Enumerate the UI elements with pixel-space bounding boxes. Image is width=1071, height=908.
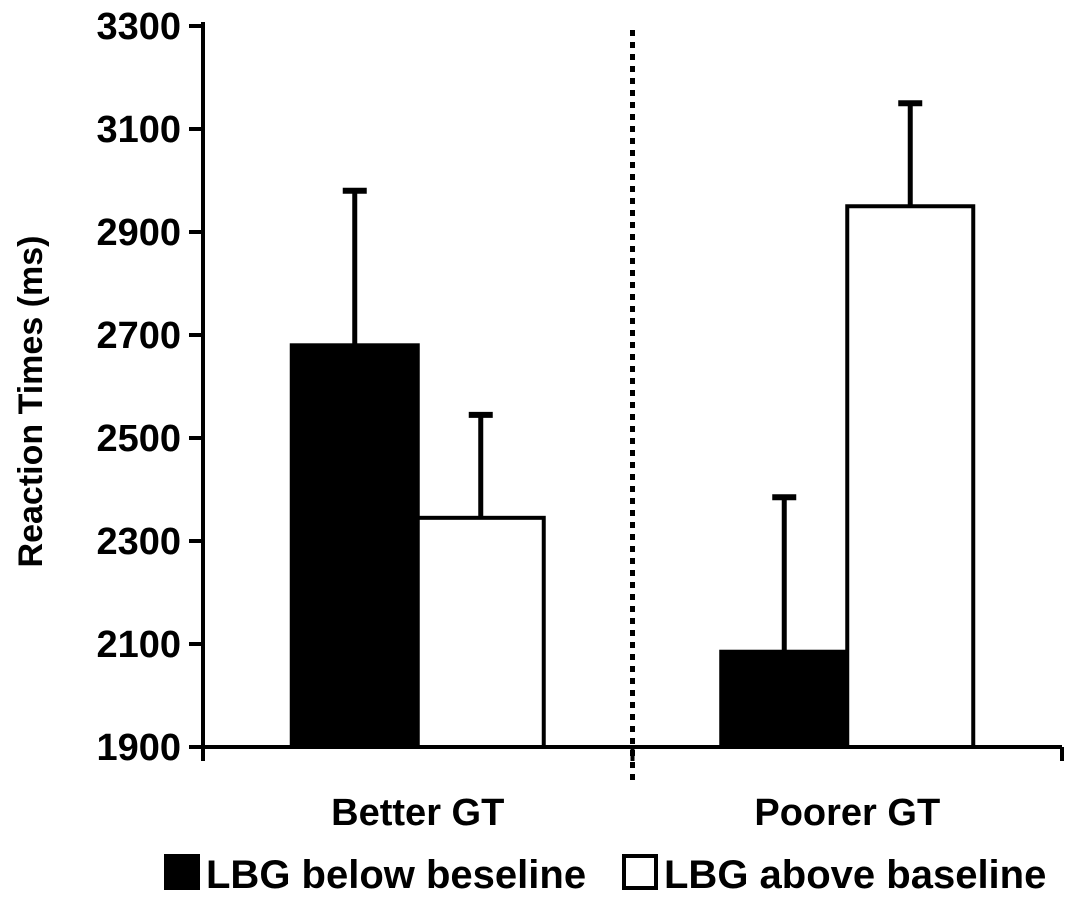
y-axis-title: Reaction Times (ms) [12, 236, 50, 568]
bar [289, 343, 420, 749]
bar [845, 204, 976, 749]
y-tick-label: 2300 [96, 521, 181, 563]
bar [415, 515, 546, 750]
y-ticks-layer: 1900 2100 2300 2500 2700 2900 3100 3300 [96, 6, 203, 769]
y-tick-label: 2900 [96, 212, 181, 254]
y-tick-label: 3100 [96, 109, 181, 151]
legend-label: LBG above baseline [664, 853, 1046, 897]
error-bars-layer [342, 100, 923, 652]
x-category-label: Poorer GT [754, 792, 940, 834]
x-ticks-layer: Better GT Poorer GT [201, 747, 1064, 834]
legend-label: LBG below beseline [206, 853, 586, 897]
legend: LBG below beseline LBG above baseline [164, 853, 1046, 897]
x-category-label: Better GT [331, 792, 504, 834]
bar [719, 649, 850, 749]
y-tick-label: 2100 [96, 624, 181, 666]
legend-swatch [164, 854, 200, 890]
y-tick-label: 3300 [96, 6, 181, 48]
y-tick-label: 1900 [96, 727, 181, 769]
legend-swatch [622, 854, 658, 890]
y-tick-label: 2700 [96, 315, 181, 357]
y-tick-label: 2500 [96, 418, 181, 460]
